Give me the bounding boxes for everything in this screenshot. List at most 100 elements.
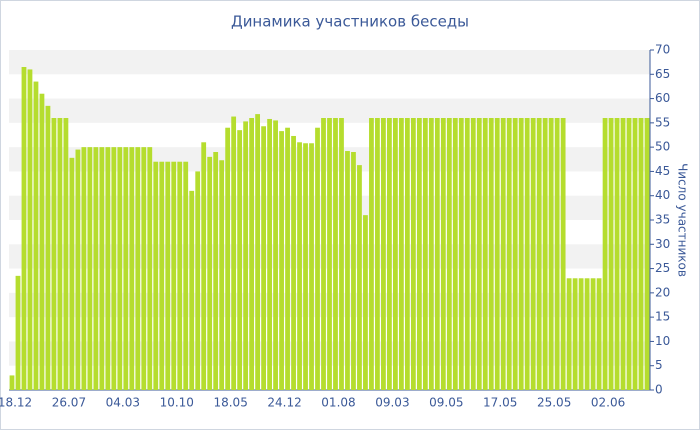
bar (225, 127, 231, 390)
y-tick-label: 10 (655, 334, 670, 348)
x-tick-label: 18.12 (0, 396, 32, 410)
bar (458, 118, 464, 390)
bar (333, 118, 338, 390)
bar (638, 118, 644, 390)
bar (608, 118, 614, 390)
bar (231, 116, 237, 391)
y-tick-label: 30 (655, 237, 670, 251)
bar (572, 278, 578, 390)
bar (518, 118, 524, 390)
bar (404, 118, 410, 390)
bar (614, 118, 620, 390)
bar (470, 118, 476, 390)
bar (135, 147, 141, 390)
y-tick-label: 20 (655, 285, 670, 299)
bar (141, 147, 147, 390)
y-tick-label: 60 (655, 91, 670, 105)
bar (626, 118, 632, 390)
bar (560, 118, 566, 390)
bar (357, 165, 362, 390)
bar (506, 118, 512, 390)
bar (602, 118, 608, 390)
bar (189, 190, 195, 390)
y-tick-label: 15 (655, 310, 670, 324)
y-tick-label: 0 (655, 383, 663, 397)
bar (21, 67, 27, 390)
bar (500, 118, 506, 390)
bar (303, 143, 308, 390)
x-tick-label: 10.10 (160, 396, 194, 410)
bar (434, 118, 440, 390)
bar (494, 118, 500, 390)
bar (416, 118, 422, 390)
bar (440, 118, 446, 390)
bar (548, 118, 554, 390)
x-tick-label: 02.06 (591, 396, 625, 410)
bar (159, 161, 165, 390)
bar (93, 147, 99, 390)
y-tick-label: 5 (655, 358, 663, 372)
x-tick-label: 24.12 (267, 396, 301, 410)
bar (219, 160, 225, 390)
bar (153, 161, 159, 390)
y-tick-label: 50 (655, 140, 670, 154)
bar (9, 375, 15, 390)
bar (446, 118, 452, 390)
bar (464, 118, 470, 390)
bar (39, 93, 45, 390)
bar (351, 152, 356, 390)
bar (111, 147, 117, 390)
bar (644, 118, 650, 390)
bar (512, 118, 518, 390)
bar (530, 118, 536, 390)
bar (375, 118, 380, 390)
bar (195, 171, 201, 390)
x-tick-label: 25.05 (537, 396, 571, 410)
bar (183, 161, 189, 390)
bar (327, 118, 332, 390)
x-tick-label: 18.05 (213, 396, 247, 410)
bar (171, 161, 177, 390)
y-tick-label: 45 (655, 164, 670, 178)
bar (339, 118, 344, 390)
bar (255, 114, 261, 390)
grid-band (9, 50, 650, 75)
bar (542, 118, 548, 390)
bar (584, 278, 590, 390)
bar (177, 161, 183, 390)
bar (285, 127, 290, 390)
y-tick-label: 65 (655, 67, 670, 81)
bar (51, 118, 57, 390)
bar (213, 152, 219, 390)
bar (309, 143, 314, 390)
bar (57, 118, 63, 390)
y-tick-label: 35 (655, 213, 670, 227)
bar (33, 81, 39, 391)
bar (488, 118, 494, 390)
bar (201, 142, 207, 390)
bar (279, 131, 284, 390)
bar (387, 118, 392, 390)
bar (381, 118, 386, 390)
bar (345, 151, 350, 390)
bar (524, 118, 530, 390)
bar (27, 69, 33, 390)
bar (566, 278, 572, 390)
bar (207, 156, 213, 390)
bar (369, 118, 374, 390)
bar (117, 147, 123, 390)
chart-title: Динамика участников беседы (231, 13, 469, 31)
bar (75, 149, 81, 390)
x-tick-label: 17.05 (483, 396, 517, 410)
bar (620, 118, 626, 390)
y-tick-label: 55 (655, 115, 670, 129)
y-axis-label: Число участников (676, 163, 690, 277)
bar (45, 105, 51, 390)
bar (596, 278, 602, 390)
bar (315, 127, 320, 390)
bar (165, 161, 171, 390)
bar (476, 118, 482, 390)
y-tick-label: 70 (655, 43, 670, 57)
bar (105, 147, 111, 390)
